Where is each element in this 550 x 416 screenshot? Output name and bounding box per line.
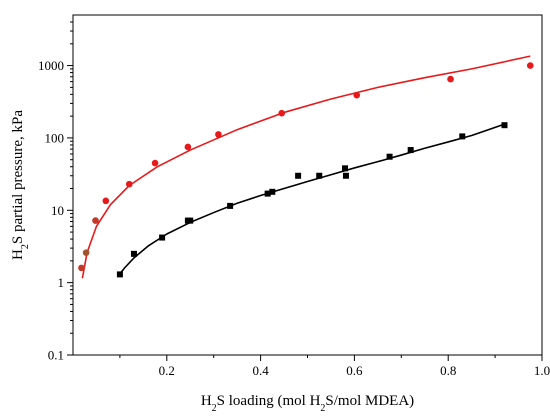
data-point-circle [184, 143, 192, 151]
plot-frame [72, 14, 543, 356]
x-tick-label: 0.6 [346, 363, 363, 378]
data-point-circle [526, 62, 534, 69]
data-point-square [269, 188, 276, 195]
x-tick-label: 1.0 [534, 363, 550, 378]
y-tick-label: 0.1 [48, 348, 64, 363]
x-tick-label: 0.2 [159, 363, 175, 378]
data-point-square [116, 271, 123, 278]
data-point-circle [125, 180, 133, 188]
data-point-circle [82, 249, 90, 256]
data-point-circle [151, 159, 159, 167]
data-point-circle [278, 109, 286, 117]
data-point-circle [353, 91, 361, 99]
title-text: S/mol MDEA) [325, 393, 414, 409]
y-axis-ticks: 0.1 1 10 100 1000 [38, 21, 73, 363]
y-tick-label: 1000 [38, 58, 64, 73]
subscript: 2 [320, 403, 325, 414]
y-tick-label: 100 [45, 130, 65, 145]
x-axis-ticks: 0.2 0.4 0.6 0.8 1.0 [119, 355, 550, 378]
data-point-square [316, 172, 323, 179]
title-text: S loading (mol H [217, 393, 321, 409]
data-markers [78, 62, 534, 278]
data-point-square [407, 147, 414, 154]
data-point-square [342, 165, 349, 172]
fit-line-2 [116, 123, 505, 278]
data-point-square [459, 133, 466, 140]
subscript: 2 [212, 403, 217, 414]
data-point-circle [215, 131, 222, 138]
title-text: H [201, 393, 212, 409]
x-tick-label: 0.4 [252, 363, 269, 378]
data-point-square [386, 153, 393, 160]
data-point-square [187, 217, 194, 224]
data-point-square [342, 172, 349, 179]
y-axis-title: H2S partial pressure, kPa [10, 110, 31, 260]
x-axis-title: H2S loading (mol H2S/mol MDEA) [201, 393, 414, 414]
data-point-circle [78, 264, 85, 272]
data-point-square [227, 202, 234, 209]
data-point-square [159, 234, 166, 241]
subscript: 2 [20, 244, 31, 249]
x-tick-label: 0.8 [440, 363, 456, 378]
fit-line-1 [81, 55, 531, 279]
fit-lines [81, 55, 531, 279]
data-point-square [130, 250, 137, 257]
data-point-square [501, 122, 508, 129]
title-text: H [10, 249, 26, 260]
data-point-square [264, 190, 271, 197]
plot-frame-rect [72, 14, 543, 356]
title-text: S partial pressure, kPa [10, 110, 26, 244]
data-point-circle [92, 217, 99, 224]
data-point-circle [447, 75, 454, 83]
data-point-square [295, 172, 302, 179]
y-tick-label: 1 [58, 275, 65, 290]
data-point-circle [102, 197, 110, 205]
y-tick-label: 10 [51, 203, 64, 218]
